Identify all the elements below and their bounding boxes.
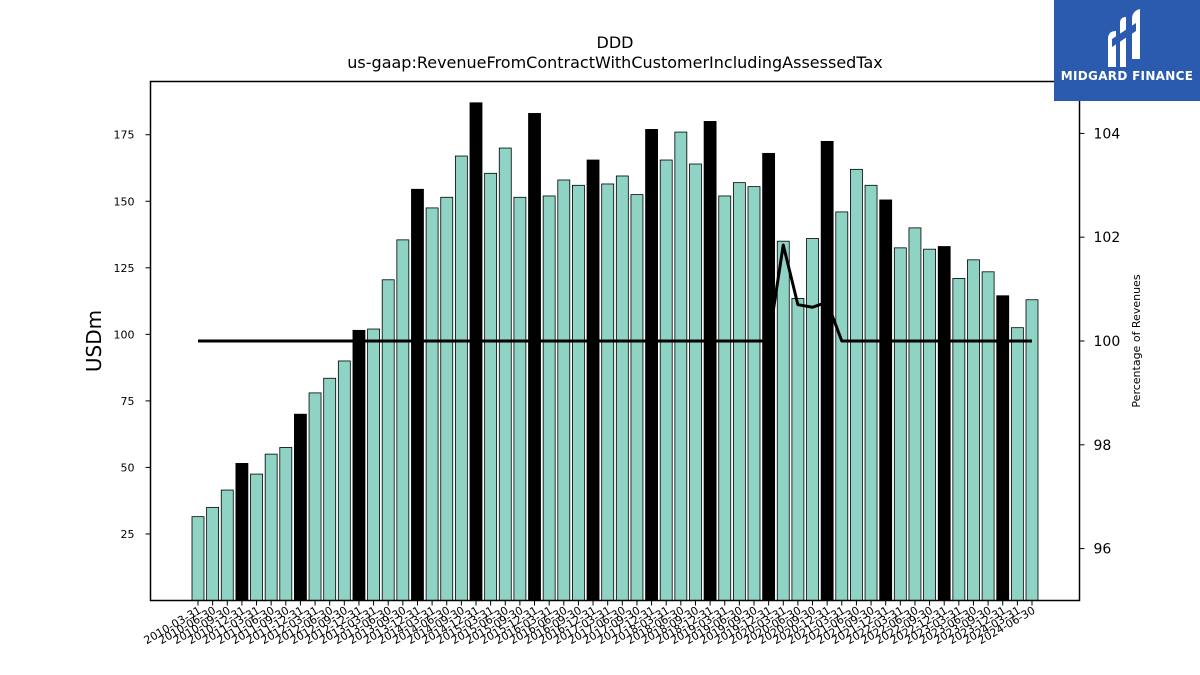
bar-2020-09-30	[806, 238, 819, 601]
brand-logo: MIDGARD FINANCE	[1054, 0, 1200, 101]
bar-2021-06-30	[850, 168, 863, 601]
bar-2012-12-31	[352, 329, 366, 601]
bar-2013-12-31	[411, 188, 424, 601]
y-axis-label: USDm	[82, 310, 106, 372]
ytick-label-150: 150	[114, 195, 135, 208]
y2tick-label-104: 104	[1094, 126, 1121, 142]
bar-2013-03-31	[367, 328, 380, 601]
bar-2015-06-30	[498, 147, 512, 601]
bar-2021-09-30	[864, 184, 878, 601]
bar-2024-06-30	[1025, 299, 1039, 601]
bar-2014-12-31	[469, 102, 483, 601]
bar-2013-06-30	[381, 279, 395, 601]
bar-2015-03-31	[484, 172, 498, 601]
logo-mark-icon	[1108, 9, 1140, 67]
bar-2012-09-30	[337, 360, 351, 601]
ytick-label-125: 125	[114, 262, 135, 275]
bar-2011-06-30	[264, 453, 278, 601]
bar-2011-03-31	[250, 473, 263, 601]
bar-2023-09-30	[981, 271, 995, 601]
bar-2020-06-30	[791, 298, 805, 601]
ytick-label-50: 50	[121, 461, 135, 474]
bar-2020-03-31	[776, 240, 790, 601]
bar-2012-03-31	[308, 392, 322, 601]
y2tick-label-102: 102	[1094, 230, 1121, 246]
ytick-label-75: 75	[121, 395, 135, 408]
bar-2022-03-31	[893, 247, 907, 601]
bar-2012-06-30	[323, 377, 337, 601]
bar-2010-03-31	[191, 516, 205, 601]
bar-2018-03-31	[659, 159, 673, 601]
bar-2021-03-31	[835, 211, 849, 601]
bar-2016-12-31	[586, 159, 600, 601]
bar-2015-09-30	[513, 196, 527, 601]
bar-2016-06-30	[557, 179, 571, 601]
bar-2016-09-30	[572, 184, 585, 601]
bar-2014-09-30	[454, 155, 468, 601]
bar-2010-09-30	[220, 489, 234, 601]
bar-2014-03-31	[425, 207, 439, 601]
left-axis-ticks: 25 50 75 100 125 150 175	[114, 129, 151, 541]
ytick-label-100: 100	[114, 328, 135, 341]
y2tick-label-100: 100	[1094, 334, 1121, 350]
bar-2011-12-31	[294, 413, 307, 601]
percentage-line-group	[198, 243, 1032, 343]
bar-2022-09-30	[923, 248, 936, 601]
bar-2019-03-31	[718, 195, 732, 601]
ytick-label-25: 25	[121, 528, 135, 541]
ytick-label-175: 175	[114, 129, 135, 142]
bar-2015-12-31	[528, 113, 541, 601]
right-axis-ticks: 96 98 100 102 104	[1079, 126, 1121, 558]
bar-2014-06-30	[440, 196, 454, 601]
bar-group	[191, 102, 1039, 601]
bar-2016-03-31	[542, 195, 556, 601]
bar-2019-09-30	[747, 186, 761, 601]
x-axis-ticks: 2010-03-312010-06-302010-09-302010-12-31…	[142, 600, 1038, 647]
y2tick-label-98: 98	[1094, 438, 1112, 454]
bar-2013-09-30	[396, 239, 410, 601]
percentage-line	[198, 243, 1032, 343]
bar-2021-12-31	[879, 199, 893, 601]
bar-2019-12-31	[762, 152, 776, 601]
bar-2023-03-31	[952, 278, 966, 601]
bar-2017-12-31	[645, 129, 658, 601]
bar-2019-06-30	[732, 182, 746, 601]
chart-title: DDD	[597, 33, 634, 52]
bar-2018-06-30	[674, 131, 688, 601]
bar-2018-12-31	[703, 121, 717, 601]
chart-subtitle: us-gaap:RevenueFromContractWithCustomerI…	[347, 53, 882, 72]
bar-2017-03-31	[601, 183, 615, 601]
bar-2018-09-30	[689, 163, 702, 601]
bar-2022-06-30	[908, 227, 922, 601]
bar-2024-03-31	[1010, 327, 1024, 601]
bar-2017-09-30	[630, 194, 644, 601]
bar-2023-06-30	[967, 259, 980, 601]
y2-axis-label: Percentage of Revenues	[1130, 274, 1143, 407]
bar-2010-12-31	[235, 463, 249, 601]
bar-2020-12-31	[820, 140, 834, 601]
logo-text: MIDGARD FINANCE	[1060, 69, 1194, 83]
y2tick-label-96: 96	[1094, 542, 1112, 558]
bar-2010-06-30	[206, 506, 220, 601]
bar-2011-09-30	[279, 447, 293, 601]
bar-2022-12-31	[937, 246, 951, 601]
bar-2017-06-30	[615, 175, 629, 601]
